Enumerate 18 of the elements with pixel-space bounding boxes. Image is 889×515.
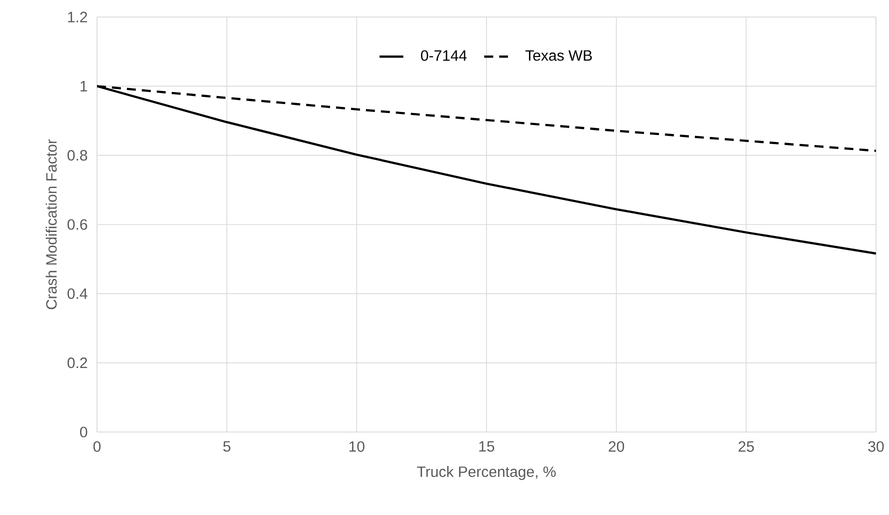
x-tick-label: 15 [479,441,494,452]
y-axis-title: Crash Modification Factor [46,139,57,310]
x-tick-label: 20 [608,441,624,452]
y-tick-label: 0.4 [68,288,88,299]
y-tick-label: 1.2 [68,12,88,22]
x-tick-label: 10 [349,441,364,452]
y-tick-label: 1 [80,81,88,92]
y-tick-label: 0.6 [68,219,88,230]
legend-label: Texas WB [525,50,592,61]
legend-label: 0-7144 [420,50,467,61]
x-tick-label: 5 [223,441,230,452]
x-tick-label: 0 [93,441,101,452]
y-tick-label: 0.8 [68,150,88,161]
x-tick-label: 25 [738,441,754,452]
x-tick-label: 30 [868,441,884,452]
y-tick-label: 0 [80,426,88,438]
x-axis-title: Truck Percentage, % [417,466,556,480]
y-tick-label: 0.2 [68,358,88,368]
